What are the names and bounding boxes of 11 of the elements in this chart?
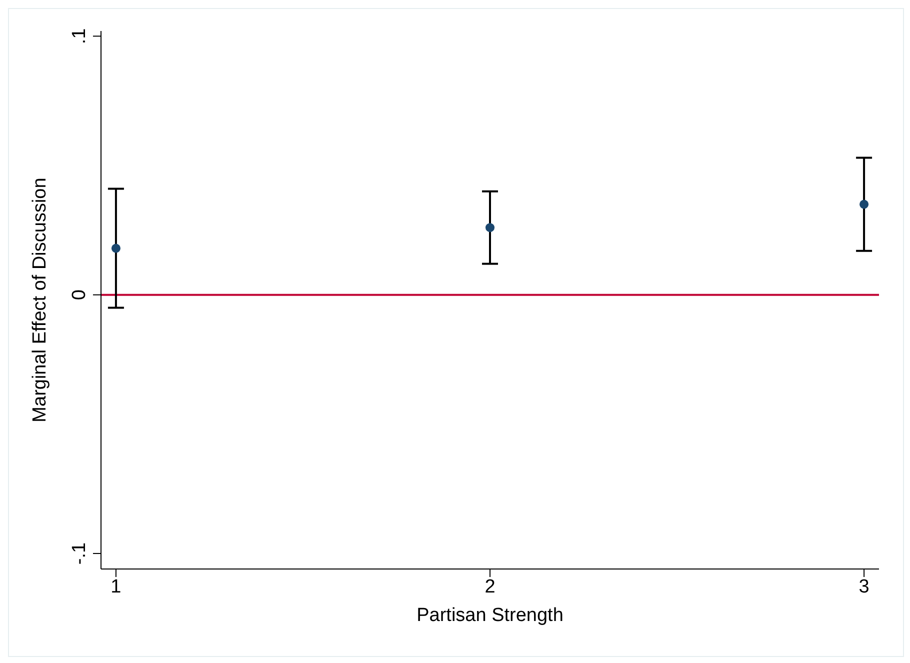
point: [485, 223, 495, 232]
point: [111, 244, 120, 253]
y-axis-title: Marginal Effect of Discussion: [30, 178, 51, 422]
point: [860, 200, 869, 209]
x-tick-label: 2: [484, 576, 496, 598]
x-tick-label: 1: [110, 576, 122, 598]
x-tick-label: 3: [858, 576, 870, 598]
y-tick-label: -.1: [69, 542, 90, 565]
x-axis-title: Partisan Strength: [416, 605, 564, 626]
y-tick-label: .1: [69, 28, 90, 44]
y-tick-label: 0: [69, 290, 90, 300]
